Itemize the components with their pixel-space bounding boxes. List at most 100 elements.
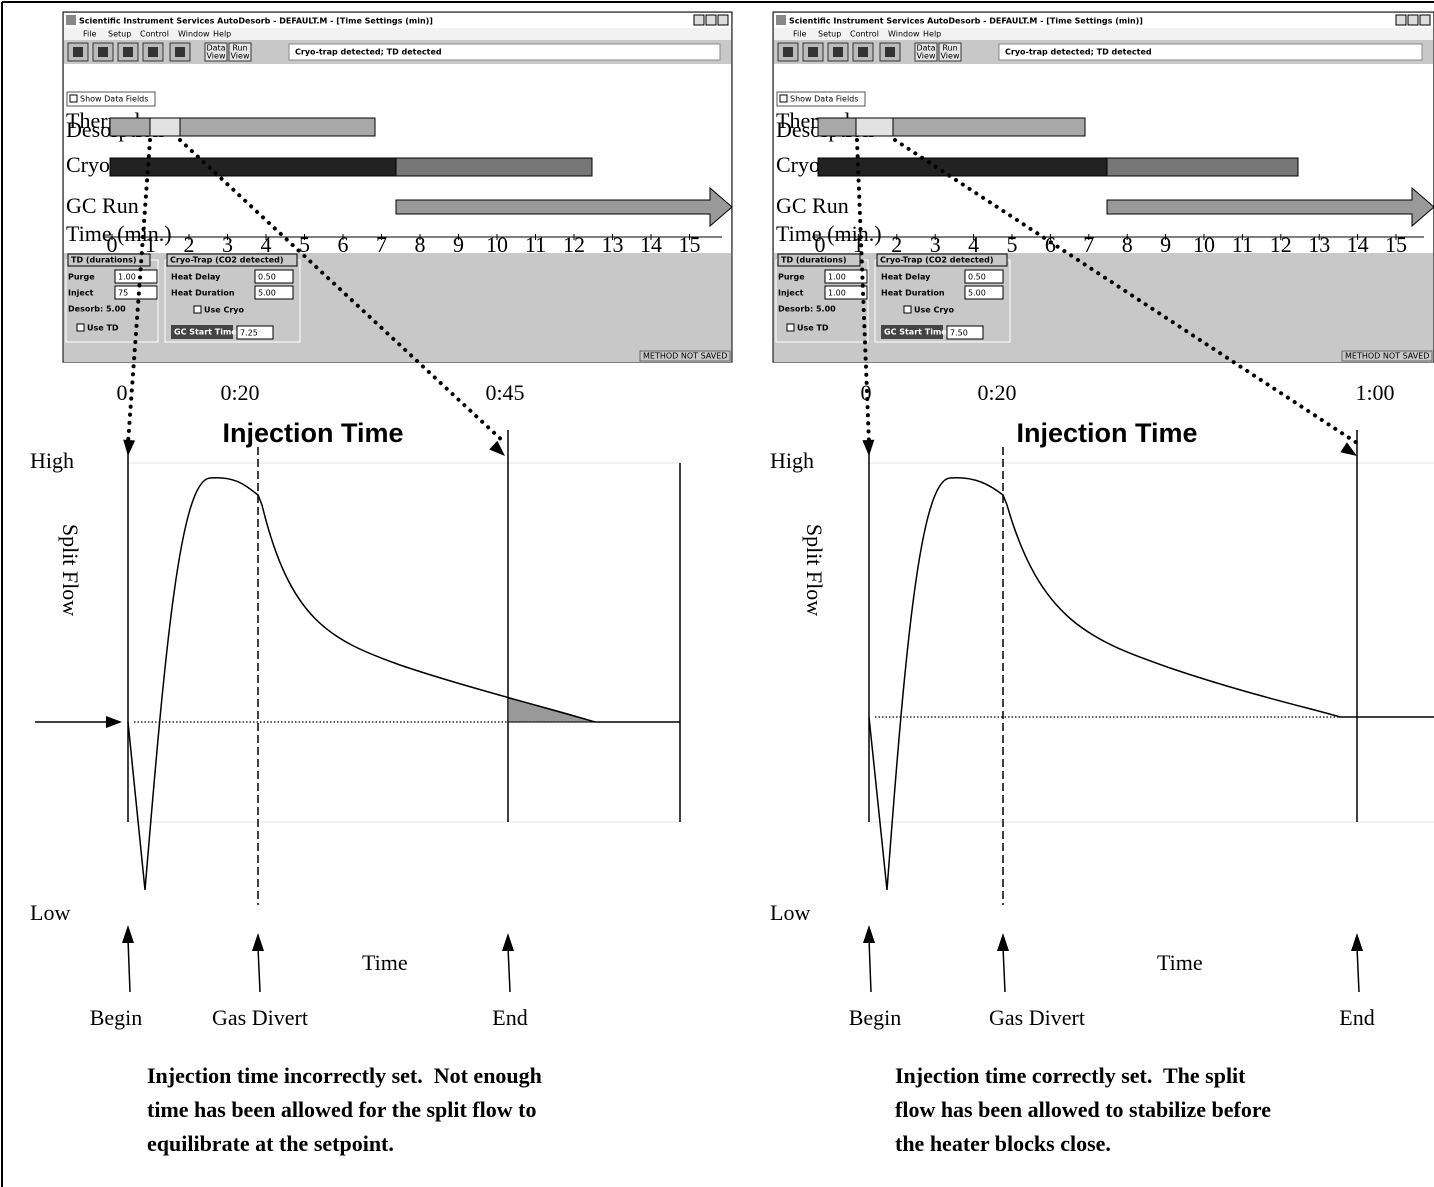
- menu-item: Setup: [108, 30, 131, 39]
- split-flow-label: Split Flow: [802, 524, 827, 616]
- td-bar-inject: [150, 118, 180, 136]
- window-control: [718, 15, 728, 25]
- marker-arrow-head: [502, 933, 514, 951]
- field-value: 75: [118, 289, 128, 298]
- row-label: GC Run: [776, 193, 849, 218]
- field-label: Heat Delay: [881, 273, 931, 282]
- high-label: High: [770, 448, 814, 473]
- cryo-bar: [110, 158, 396, 176]
- axis-tick-label: 11: [1232, 232, 1253, 257]
- pointer-head: [1340, 442, 1357, 456]
- marker-label: Gas Divert: [989, 1005, 1085, 1030]
- axis-tick-label: 0: [815, 232, 826, 257]
- time-axis-label: Time: [362, 950, 408, 975]
- checkbox-label: Use Cryo: [204, 306, 245, 315]
- marker-arrow: [869, 939, 871, 992]
- cryo-heading: Cryo-Trap (CO2 detected): [170, 256, 284, 265]
- diagram-title: Injection Time: [222, 418, 403, 448]
- axis-tick-label: 14: [1347, 232, 1369, 257]
- field-value: 5.00: [968, 289, 986, 298]
- tool-glyph: [885, 47, 895, 57]
- view-button-label: View: [207, 52, 226, 61]
- cryo-heading: Cryo-Trap (CO2 detected): [880, 256, 994, 265]
- tool-glyph: [783, 47, 793, 57]
- save-status: METHOD NOT SAVED: [643, 352, 727, 361]
- split-flow-label: Split Flow: [58, 524, 83, 616]
- status-text: Cryo-trap detected; TD detected: [295, 48, 442, 57]
- tool-glyph: [148, 47, 158, 57]
- save-status: METHOD NOT SAVED: [1345, 352, 1429, 361]
- td-bar: [893, 118, 1085, 136]
- tool-glyph: [73, 47, 83, 57]
- show-fields-label: Show Data Fields: [790, 95, 858, 104]
- high-label: High: [30, 448, 74, 473]
- menu-item: Window: [888, 30, 920, 39]
- status-text: Cryo-trap detected; TD detected: [1005, 48, 1152, 57]
- marker-arrow: [1357, 947, 1359, 992]
- split-flow-curve: [869, 478, 1434, 890]
- tool-glyph: [123, 47, 133, 57]
- marker-label: End: [1339, 1005, 1374, 1030]
- axis-tick-label: 0: [107, 232, 118, 257]
- caption-line: equilibrate at the setpoint.: [147, 1131, 394, 1156]
- cryo-bar: [818, 158, 1107, 176]
- field-value: 1.00: [828, 273, 846, 282]
- axis-tick-label: 8: [1122, 232, 1133, 257]
- caption-line: flow has been allowed to stabilize befor…: [895, 1097, 1271, 1122]
- menu-item: Help: [923, 30, 941, 39]
- time-label: 0: [117, 380, 128, 405]
- diagram-title: Injection Time: [1016, 418, 1197, 448]
- marker-arrow: [508, 947, 510, 992]
- menu-item: File: [793, 30, 806, 39]
- menu-item: Control: [850, 30, 879, 39]
- checkbox: [904, 306, 911, 313]
- marker-arrow: [128, 939, 130, 992]
- checkbox-label: Use TD: [797, 324, 829, 333]
- axis-tick-label: 5: [1007, 232, 1018, 257]
- field-value: 1.00: [118, 273, 136, 282]
- checkbox: [77, 324, 84, 331]
- view-button-label: View: [941, 52, 960, 61]
- field-value: 7.50: [950, 329, 968, 338]
- marker-label: Begin: [90, 1005, 143, 1030]
- menu-item: Setup: [818, 30, 841, 39]
- marker-arrow-head: [122, 925, 134, 943]
- field-value: 5.00: [258, 289, 276, 298]
- field-label: Desorb: 5.00: [68, 305, 126, 314]
- caption-line: Injection time correctly set. The split: [895, 1063, 1246, 1088]
- window-title: Scientific Instrument Services AutoDesor…: [789, 17, 1143, 26]
- field-label: Heat Duration: [171, 289, 235, 298]
- split-flow-curve: [128, 478, 680, 890]
- low-label: Low: [770, 900, 810, 925]
- marker-label: Begin: [849, 1005, 902, 1030]
- window-control: [1420, 15, 1430, 25]
- axis-tick-label: 10: [1193, 232, 1215, 257]
- tool-glyph: [98, 47, 108, 57]
- status-bar: [774, 350, 1433, 362]
- caption-line: the heater blocks close.: [895, 1131, 1111, 1156]
- td-bar: [110, 118, 150, 136]
- axis-tick-label: 15: [679, 232, 701, 257]
- field-label: Inject: [778, 289, 804, 298]
- setpoint-arrow-head: [106, 716, 122, 728]
- axis-tick-label: 2: [184, 232, 195, 257]
- axis-tick-label: 13: [602, 232, 624, 257]
- field-value: 1.00: [828, 289, 846, 298]
- time-label: 0: [861, 380, 872, 405]
- tool-glyph: [808, 47, 818, 57]
- checkbox: [787, 324, 794, 331]
- axis-tick-label: 4: [261, 232, 272, 257]
- app-icon: [776, 15, 786, 25]
- time-label: 0:45: [485, 380, 524, 405]
- axis-tick-label: 10: [486, 232, 508, 257]
- status-bar: [64, 350, 731, 362]
- field-value: 0.50: [258, 273, 276, 282]
- axis-tick-label: 7: [376, 232, 387, 257]
- tool-glyph: [833, 47, 843, 57]
- pointer-head: [123, 440, 135, 456]
- window-control: [706, 15, 716, 25]
- axis-tick-label: 4: [968, 232, 979, 257]
- checkbox-label: Use TD: [87, 324, 119, 333]
- time-label: 1:00: [1355, 380, 1394, 405]
- axis-tick-label: 9: [1160, 232, 1171, 257]
